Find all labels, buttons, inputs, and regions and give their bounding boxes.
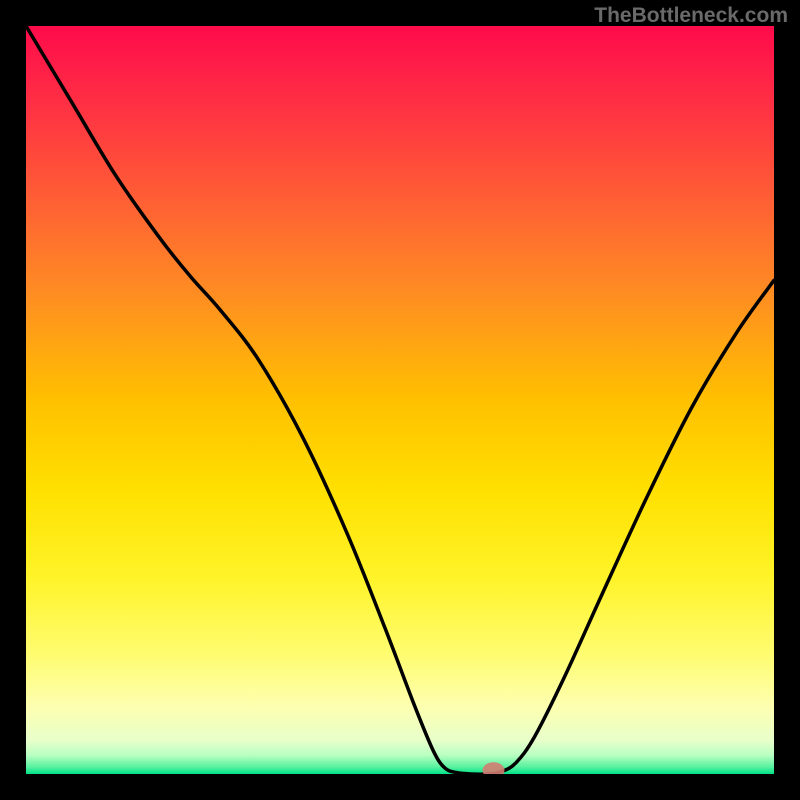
watermark-text: TheBottleneck.com	[594, 4, 788, 28]
curve-line	[26, 26, 774, 774]
optimal-marker	[483, 762, 505, 774]
bottleneck-curve	[26, 26, 774, 774]
plot-area	[26, 26, 774, 774]
chart-container: TheBottleneck.com	[0, 0, 800, 800]
